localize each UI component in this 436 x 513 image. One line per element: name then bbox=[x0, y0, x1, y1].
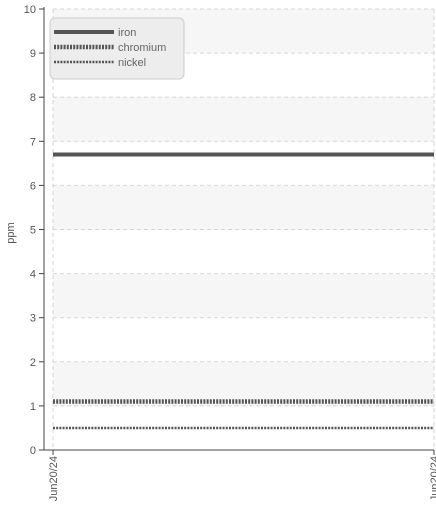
y-tick-label: 5 bbox=[30, 225, 36, 237]
y-tick-label: 1 bbox=[30, 401, 36, 413]
legend[interactable]: iron chromium nickel bbox=[49, 17, 185, 80]
legend-label-nickel[interactable]: nickel bbox=[118, 57, 146, 69]
y-tick-label: 7 bbox=[30, 136, 36, 148]
plot-band bbox=[53, 273, 434, 318]
y-tick-labels: 0 1 2 3 4 5 6 7 8 9 10 bbox=[24, 4, 36, 457]
y-tick-label: 8 bbox=[30, 92, 36, 104]
y-tick-label: 10 bbox=[24, 4, 36, 16]
y-tick-label: 3 bbox=[30, 313, 36, 325]
x-tick-label: Jun20/24 bbox=[48, 456, 60, 501]
y-axis-label: ppm bbox=[5, 222, 17, 243]
y-tick-label: 4 bbox=[30, 269, 36, 281]
series-lines bbox=[53, 152, 434, 430]
plot-band bbox=[53, 361, 434, 406]
legend-label-iron[interactable]: iron bbox=[118, 27, 136, 39]
x-tick-labels: Jun20/24 Jun20/24 bbox=[48, 456, 436, 501]
y-tick-label: 6 bbox=[30, 180, 36, 192]
y-tick-label: 0 bbox=[30, 445, 36, 457]
legend-label-chromium[interactable]: chromium bbox=[118, 42, 166, 54]
y-tick-label: 9 bbox=[30, 48, 36, 60]
axes bbox=[39, 7, 435, 455]
y-tick-label: 2 bbox=[30, 357, 36, 369]
plot-band bbox=[53, 185, 434, 230]
x-tick-label: Jun20/24 bbox=[429, 456, 436, 501]
plot-band bbox=[53, 97, 434, 142]
